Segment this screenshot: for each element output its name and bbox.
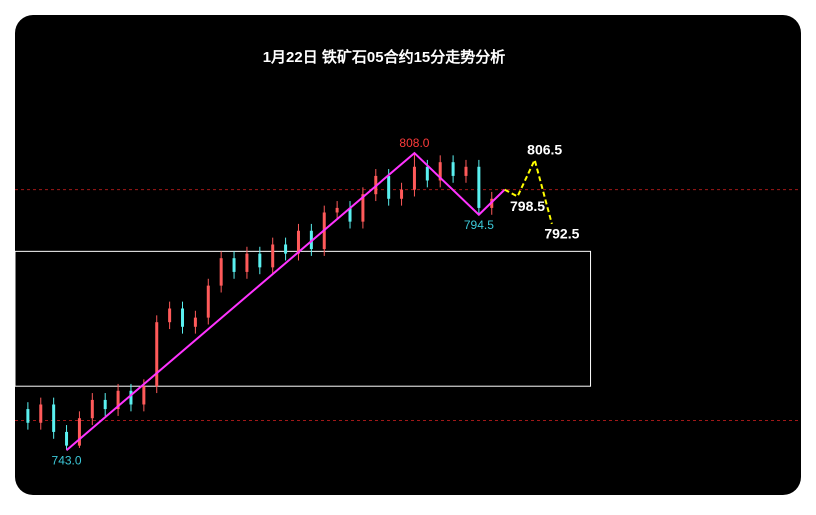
candle-body [181, 308, 185, 327]
chart-title: 1月22日 铁矿石05合约15分走势分析 [263, 48, 506, 66]
price-label: 808.0 [399, 136, 429, 150]
candle-body [116, 390, 120, 410]
candle-body [400, 189, 404, 199]
trend-line [65, 151, 506, 451]
candle-body [193, 317, 197, 327]
candle-body [168, 308, 172, 323]
candle-body [155, 322, 159, 387]
candle-body [142, 386, 146, 405]
candle-body [103, 399, 107, 410]
candle-body [296, 230, 300, 254]
candle-body [335, 207, 339, 213]
candle-body [26, 409, 30, 423]
candle-body [77, 418, 81, 446]
candle-body [412, 166, 416, 190]
candle-body [39, 404, 43, 423]
zone-box [14, 250, 592, 387]
price-label: 806.5 [527, 142, 562, 158]
candle-body [258, 253, 262, 268]
candle-body [52, 404, 56, 432]
candle-body [232, 258, 236, 272]
candle-body [361, 194, 365, 222]
candle-body [477, 166, 481, 208]
candle-body [245, 253, 249, 272]
panel [15, 15, 801, 495]
trend-line [504, 157, 553, 225]
candle-body [129, 390, 133, 405]
candle-body [284, 244, 288, 254]
candle-body [348, 207, 352, 222]
candle-body [90, 399, 94, 419]
price-label: 743.0 [52, 453, 82, 467]
candle-body [464, 166, 468, 176]
candle-body [438, 162, 442, 181]
candle-body [65, 431, 69, 446]
price-label: 798.5 [510, 198, 545, 214]
price-label: 792.5 [544, 226, 579, 242]
price-label: 794.5 [464, 218, 494, 232]
candle-body [219, 258, 223, 286]
candle-body [451, 162, 455, 176]
candle-body [387, 175, 391, 199]
candle-body [425, 166, 429, 181]
candle-body [206, 285, 210, 318]
candle-body [271, 244, 275, 268]
